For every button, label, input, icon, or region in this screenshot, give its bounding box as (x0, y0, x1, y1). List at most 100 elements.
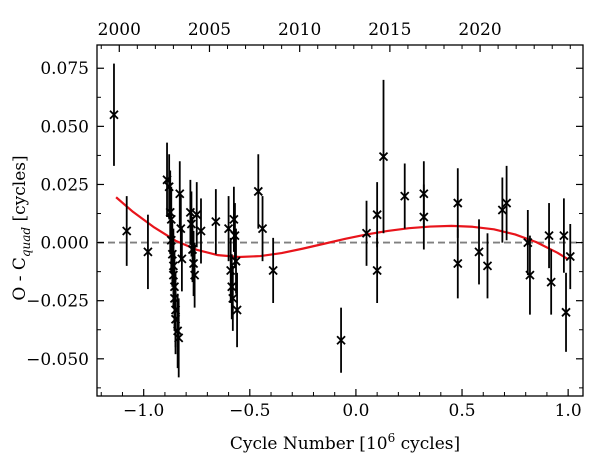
point-marker (561, 307, 571, 317)
data-point (372, 182, 382, 248)
x-tick-label: 0.0 (342, 401, 369, 421)
data-point (453, 228, 463, 299)
point-marker (167, 249, 177, 259)
x-axis-label: Cycle Number [106 cycles] (230, 431, 460, 454)
point-marker (372, 210, 382, 220)
data-point (196, 198, 206, 264)
point-marker (177, 254, 187, 264)
y-tick-label: 0.075 (40, 59, 89, 79)
data-point (173, 293, 183, 369)
point-marker (211, 217, 221, 227)
fit-curve (115, 196, 569, 261)
data-point (361, 200, 372, 266)
point-marker (188, 258, 199, 269)
data-point (122, 196, 132, 266)
point-marker (336, 335, 346, 345)
point-marker (232, 305, 242, 315)
point-marker (186, 219, 197, 229)
data-point (544, 203, 554, 269)
data-point (176, 196, 186, 262)
point-marker (482, 261, 493, 271)
y-tick-label: 0.000 (40, 234, 89, 254)
x-tick-label: −1.0 (123, 401, 164, 421)
point-marker (361, 228, 372, 238)
top-tick-label: 2020 (458, 20, 501, 40)
point-marker (525, 270, 535, 280)
data-point (546, 249, 556, 315)
top-tick-label: 2000 (98, 20, 141, 40)
data-point (453, 168, 463, 238)
data-point (253, 154, 263, 229)
data-point (525, 235, 535, 315)
x-tick-label: 1.0 (555, 401, 582, 421)
top-tick-label: 2015 (368, 20, 411, 40)
plot-frame (96, 44, 584, 397)
point-marker (164, 182, 174, 192)
point-marker (143, 247, 153, 257)
point-marker (230, 230, 240, 241)
x-tick-label: −0.5 (229, 401, 270, 421)
data-point (559, 198, 569, 273)
point-marker (228, 293, 238, 304)
point-marker (227, 282, 237, 292)
data-point (400, 163, 410, 229)
data-points (109, 63, 575, 378)
point-marker (419, 212, 429, 222)
y-axis-label-main: O - C (10, 257, 30, 301)
data-point (188, 230, 199, 297)
point-marker (122, 226, 132, 236)
data-point (378, 79, 389, 234)
data-point (230, 203, 240, 269)
y-tick-label: −0.025 (26, 292, 89, 312)
axis-labels: Cycle Number [106 cycles] O - Cquad [cyc… (10, 155, 460, 454)
point-marker (174, 333, 184, 343)
data-point (336, 307, 346, 373)
top-tick-label: 2010 (278, 20, 321, 40)
point-marker (173, 326, 183, 336)
data-point (565, 223, 575, 290)
data-point (372, 237, 382, 304)
point-marker (257, 223, 268, 234)
point-marker (474, 247, 484, 257)
point-marker (400, 191, 410, 201)
data-point (232, 272, 242, 348)
data-point (228, 265, 238, 331)
point-marker (192, 210, 202, 220)
data-point (227, 254, 237, 320)
data-point (257, 196, 268, 262)
point-marker (196, 226, 206, 236)
data-point (223, 196, 234, 262)
point-marker (231, 256, 241, 266)
point-marker (546, 277, 556, 287)
point-marker (544, 230, 554, 241)
point-marker (165, 207, 175, 218)
point-marker (176, 223, 186, 234)
data-point (231, 228, 241, 294)
point-marker (268, 265, 278, 276)
point-marker (189, 270, 200, 280)
data-point (185, 179, 196, 245)
point-marker (253, 186, 263, 197)
data-point (186, 191, 197, 257)
data-point (561, 272, 571, 352)
y-tick-label: 0.025 (40, 175, 89, 195)
point-marker (185, 207, 196, 218)
point-marker (378, 151, 389, 162)
data-point (497, 177, 507, 243)
point-marker (501, 198, 512, 208)
point-marker (453, 198, 463, 208)
point-marker (168, 270, 179, 280)
data-point (211, 189, 221, 255)
data-point (109, 63, 119, 166)
point-marker (175, 189, 185, 199)
svg-text:O - Cquad [cycles]: O - Cquad [cycles] (10, 155, 33, 300)
data-point (501, 165, 512, 241)
data-point (474, 219, 484, 285)
top-tick-label: 2005 (188, 20, 231, 40)
y-axis-label-sub: quad (19, 227, 33, 258)
data-point (143, 214, 153, 290)
point-marker (229, 214, 239, 224)
point-marker (453, 258, 463, 269)
data-point (229, 186, 239, 252)
